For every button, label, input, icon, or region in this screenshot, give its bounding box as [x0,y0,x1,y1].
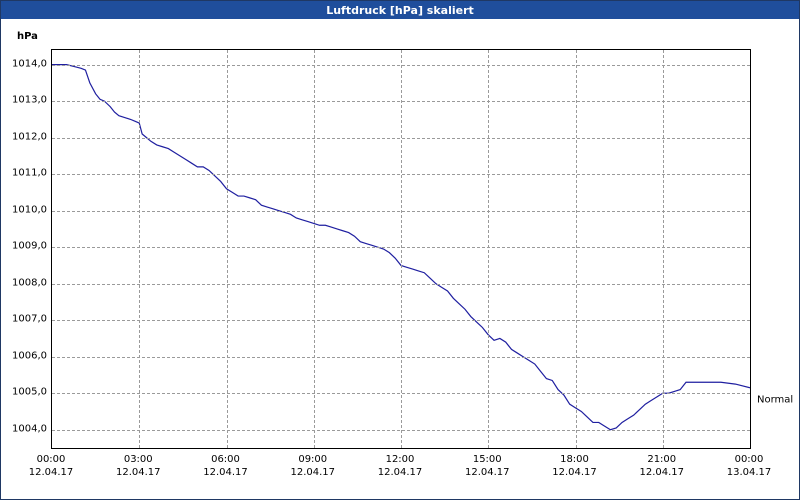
y-axis-unit-label: hPa [17,31,38,42]
y-axis-tick-label: 1014,0 [12,58,47,70]
normal-marker-label: Normal [757,394,794,406]
x-axis-tick-label: 15:00 12.04.17 [452,453,522,479]
x-axis-tick-time: 18:00 [560,454,589,465]
x-axis-tick-label: 21:00 12.04.17 [627,453,697,479]
grid-line-vertical [401,50,402,448]
y-axis-tick-label: 1012,0 [12,131,47,143]
x-axis-tick-time: 03:00 [123,454,153,465]
x-axis-tick-date: 12.04.17 [203,467,248,478]
x-axis-tick-time: 21:00 [647,454,677,465]
pressure-series [52,64,750,431]
x-axis-tick-label: 18:00 12.04.17 [540,453,610,479]
x-axis-tick-time: 15:00 [472,454,502,465]
y-axis-tick-label: 1008,0 [12,277,47,289]
x-axis-tick-label: 00:00 13.04.17 [714,453,784,479]
x-axis-tick-date: 12.04.17 [377,467,423,478]
x-axis-tick-time: 09:00 [298,454,328,465]
x-axis-tick-date: 12.04.17 [115,467,161,478]
x-axis-tick-date: 12.04.17 [552,467,597,478]
y-axis-tick-label: 1005,0 [12,386,47,398]
grid-line-vertical [139,50,141,448]
x-axis-tick-time: 00:00 [734,454,764,465]
window-title-bar: Luftdruck [hPa] skaliert [1,1,799,19]
x-axis-tick-time: 00:00 [36,454,66,465]
x-axis-tick-date: 12.04.17 [639,467,685,478]
plot-area [51,49,751,449]
y-axis-tick-label: 1011,0 [12,167,47,179]
x-axis-tick-label: 06:00 12.04.17 [191,453,261,479]
chart-canvas: hPa Normal 1004,0 1005,0 1006,0 1007,0 1008,… [1,19,799,499]
x-axis-tick-date: 12.04.17 [464,467,510,478]
y-axis-tick-label: 1009,0 [12,240,47,252]
y-axis-tick-label: 1007,0 [12,313,47,325]
y-axis-tick-label: 1013,0 [12,94,47,106]
x-axis-tick-label: 00:00 12.04.17 [16,453,86,479]
x-axis-tick-label: 03:00 12.04.17 [103,453,173,479]
pressure-line [52,64,750,431]
grid-line-vertical [488,50,490,448]
x-axis-tick-time: 06:00 [211,454,240,465]
x-axis-tick-time: 12:00 [385,454,415,465]
y-axis-tick-label: 1010,0 [12,204,47,216]
x-axis-tick-date: 12.04.17 [290,467,336,478]
y-axis-tick-label: 1006,0 [12,350,47,362]
grid-line-vertical [313,50,315,448]
grid-line-vertical [575,50,577,448]
grid-line-vertical [662,50,664,448]
x-axis-tick-date: 12.04.17 [28,467,74,478]
x-axis-tick-label: 12:00 12.04.17 [365,453,435,479]
x-axis-tick-date: 13.04.17 [726,467,772,478]
y-axis-tick-label: 1004,0 [12,423,47,435]
x-axis-tick-label: 09:00 12.04.17 [278,453,348,479]
window-title: Luftdruck [hPa] skaliert [326,3,474,17]
grid-line-vertical [226,50,228,448]
